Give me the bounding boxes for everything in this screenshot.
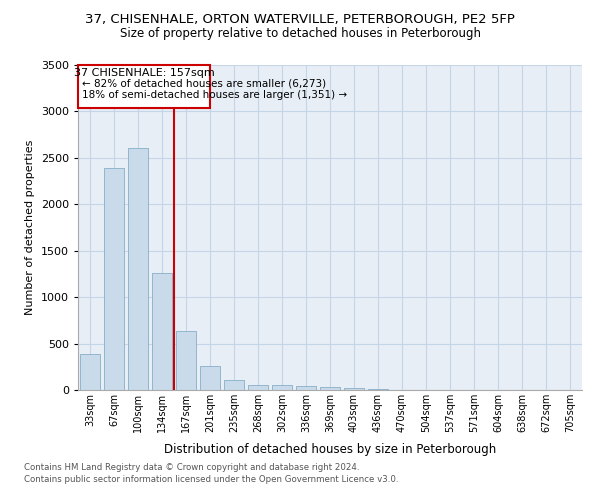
- Bar: [344, 388, 364, 390]
- Text: ← 82% of detached houses are smaller (6,273): ← 82% of detached houses are smaller (6,…: [82, 78, 326, 88]
- Bar: [296, 386, 316, 390]
- X-axis label: Distribution of detached houses by size in Peterborough: Distribution of detached houses by size …: [164, 444, 496, 456]
- Bar: [176, 330, 196, 390]
- Bar: [152, 274, 172, 390]
- Bar: [272, 386, 292, 390]
- Text: 18% of semi-detached houses are larger (1,351) →: 18% of semi-detached houses are larger (…: [82, 90, 347, 100]
- FancyBboxPatch shape: [78, 65, 210, 108]
- Y-axis label: Number of detached properties: Number of detached properties: [25, 140, 35, 315]
- Bar: [248, 385, 268, 390]
- Bar: [80, 354, 100, 390]
- Bar: [200, 366, 220, 390]
- Text: 37 CHISENHALE: 157sqm: 37 CHISENHALE: 157sqm: [74, 68, 214, 78]
- Text: Size of property relative to detached houses in Peterborough: Size of property relative to detached ho…: [119, 28, 481, 40]
- Text: Contains public sector information licensed under the Open Government Licence v3: Contains public sector information licen…: [24, 475, 398, 484]
- Bar: [224, 380, 244, 390]
- Bar: [128, 148, 148, 390]
- Text: 37, CHISENHALE, ORTON WATERVILLE, PETERBOROUGH, PE2 5FP: 37, CHISENHALE, ORTON WATERVILLE, PETERB…: [85, 12, 515, 26]
- Bar: [320, 387, 340, 390]
- Text: Contains HM Land Registry data © Crown copyright and database right 2024.: Contains HM Land Registry data © Crown c…: [24, 464, 359, 472]
- Bar: [104, 168, 124, 390]
